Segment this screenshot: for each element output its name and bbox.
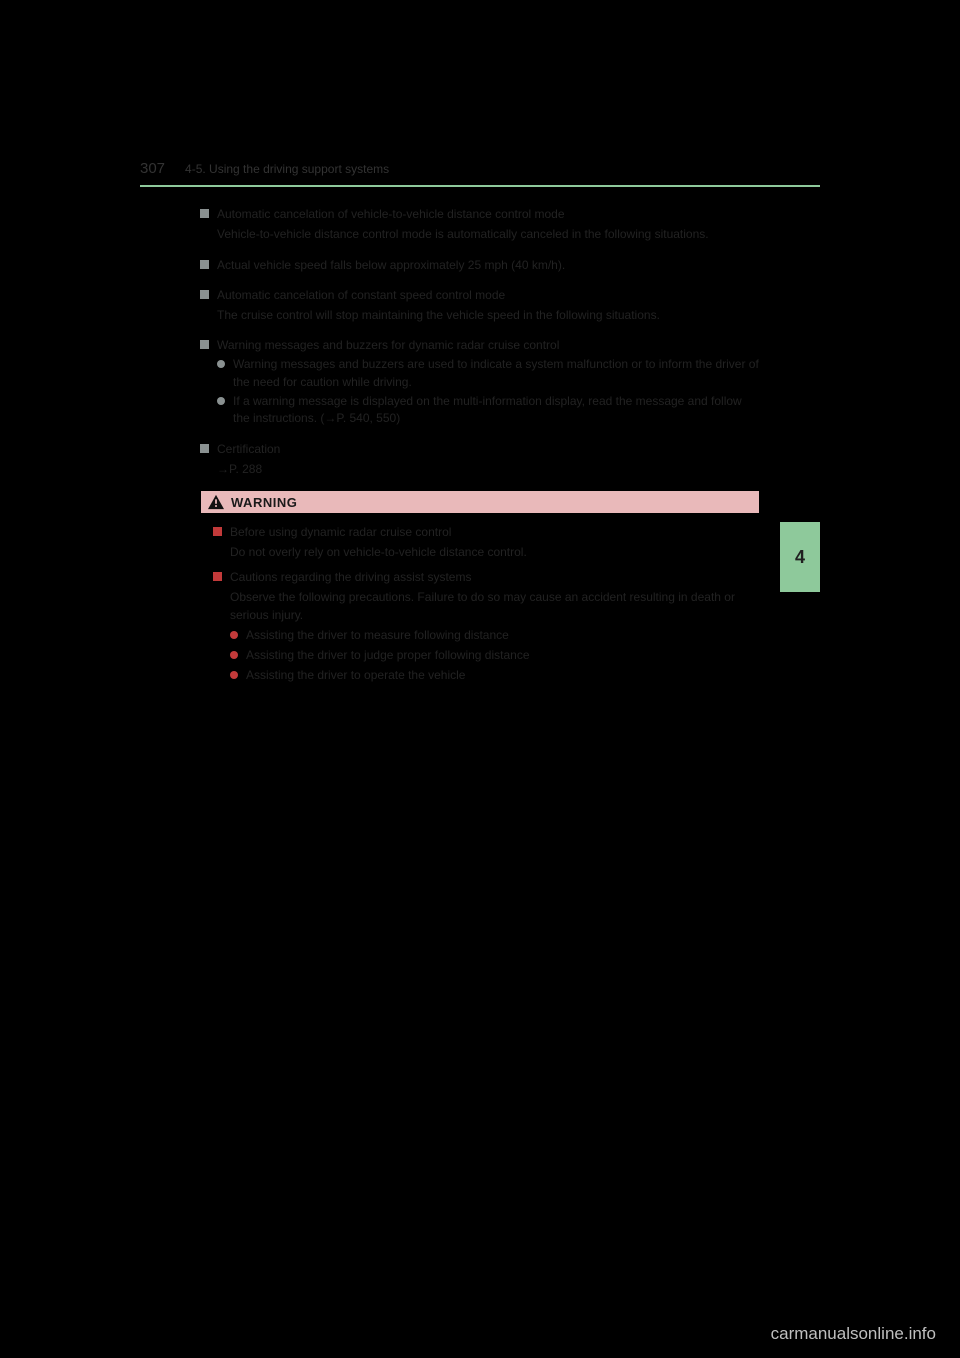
warning-dot-bullet-icon xyxy=(230,671,238,679)
info-heading: Automatic cancelation of vehicle-to-vehi… xyxy=(217,205,760,223)
warning-body: Before using dynamic radar cruise contro… xyxy=(201,514,759,697)
manual-page: 307 4-5. Using the driving support syste… xyxy=(140,160,820,698)
chapter-tab-number: 4 xyxy=(795,547,805,568)
warning-item-title: Before using dynamic radar cruise contro… xyxy=(230,524,747,541)
square-bullet-icon xyxy=(200,444,209,453)
info-block: Warning messages and buzzers for dynamic… xyxy=(200,336,760,428)
warning-item-title: Cautions regarding the driving assist sy… xyxy=(230,569,747,586)
warning-triangle-icon xyxy=(207,494,225,510)
warning-sub-bullet: Assisting the driver to measure followin… xyxy=(230,627,747,644)
warning-box: WARNING Before using dynamic radar cruis… xyxy=(200,490,760,698)
info-heading: Warning messages and buzzers for dynamic… xyxy=(217,336,760,354)
square-bullet-icon xyxy=(200,209,209,218)
page-number: 307 xyxy=(140,160,165,177)
warning-square-bullet-icon xyxy=(213,572,222,581)
info-body: →P. 288 xyxy=(217,460,760,479)
warning-sub-bullet: Assisting the driver to operate the vehi… xyxy=(230,667,747,684)
sub-bullet: If a warning message is displayed on the… xyxy=(217,393,760,428)
warning-sub-text: Assisting the driver to operate the vehi… xyxy=(246,667,747,684)
warning-square-bullet-icon xyxy=(213,527,222,536)
warning-label: WARNING xyxy=(231,495,297,510)
square-bullet-icon xyxy=(200,290,209,299)
info-body: The cruise control will stop maintaining… xyxy=(217,306,760,325)
info-block: Actual vehicle speed falls below approxi… xyxy=(200,256,760,274)
dot-bullet-icon xyxy=(217,360,225,368)
watermark-text: carmanualsonline.info xyxy=(771,1324,936,1344)
info-heading: Certification xyxy=(217,440,760,458)
warning-item: Cautions regarding the driving assist sy… xyxy=(213,569,747,586)
warning-item: Before using dynamic radar cruise contro… xyxy=(213,524,747,541)
info-body: Vehicle-to-vehicle distance control mode… xyxy=(217,225,760,244)
sub-bullet-text: Warning messages and buzzers are used to… xyxy=(233,356,760,391)
warning-sub-bullet: Assisting the driver to judge proper fol… xyxy=(230,647,747,664)
chapter-tab[interactable]: 4 xyxy=(780,522,820,592)
info-heading: Actual vehicle speed falls below approxi… xyxy=(217,256,760,274)
warning-sub-text: Assisting the driver to measure followin… xyxy=(246,627,747,644)
sub-bullet: Warning messages and buzzers are used to… xyxy=(217,356,760,391)
page-header: 307 4-5. Using the driving support syste… xyxy=(140,160,820,187)
warning-dot-bullet-icon xyxy=(230,631,238,639)
warning-item-body: Observe the following precautions. Failu… xyxy=(230,588,747,624)
dot-bullet-icon xyxy=(217,397,225,405)
info-block: Certification →P. 288 xyxy=(200,440,760,479)
info-heading: Automatic cancelation of constant speed … xyxy=(217,286,760,304)
sub-bullet-text: If a warning message is displayed on the… xyxy=(233,393,760,428)
square-bullet-icon xyxy=(200,260,209,269)
info-block: Automatic cancelation of constant speed … xyxy=(200,286,760,325)
square-bullet-icon xyxy=(200,340,209,349)
warning-header: WARNING xyxy=(201,491,759,514)
warning-sub-text: Assisting the driver to judge proper fol… xyxy=(246,647,747,664)
page-content: Automatic cancelation of vehicle-to-vehi… xyxy=(140,187,820,698)
warning-item-body: Do not overly rely on vehicle-to-vehicle… xyxy=(230,543,747,561)
info-block: Automatic cancelation of vehicle-to-vehi… xyxy=(200,205,760,244)
section-breadcrumb: 4-5. Using the driving support systems xyxy=(185,162,389,176)
warning-dot-bullet-icon xyxy=(230,651,238,659)
